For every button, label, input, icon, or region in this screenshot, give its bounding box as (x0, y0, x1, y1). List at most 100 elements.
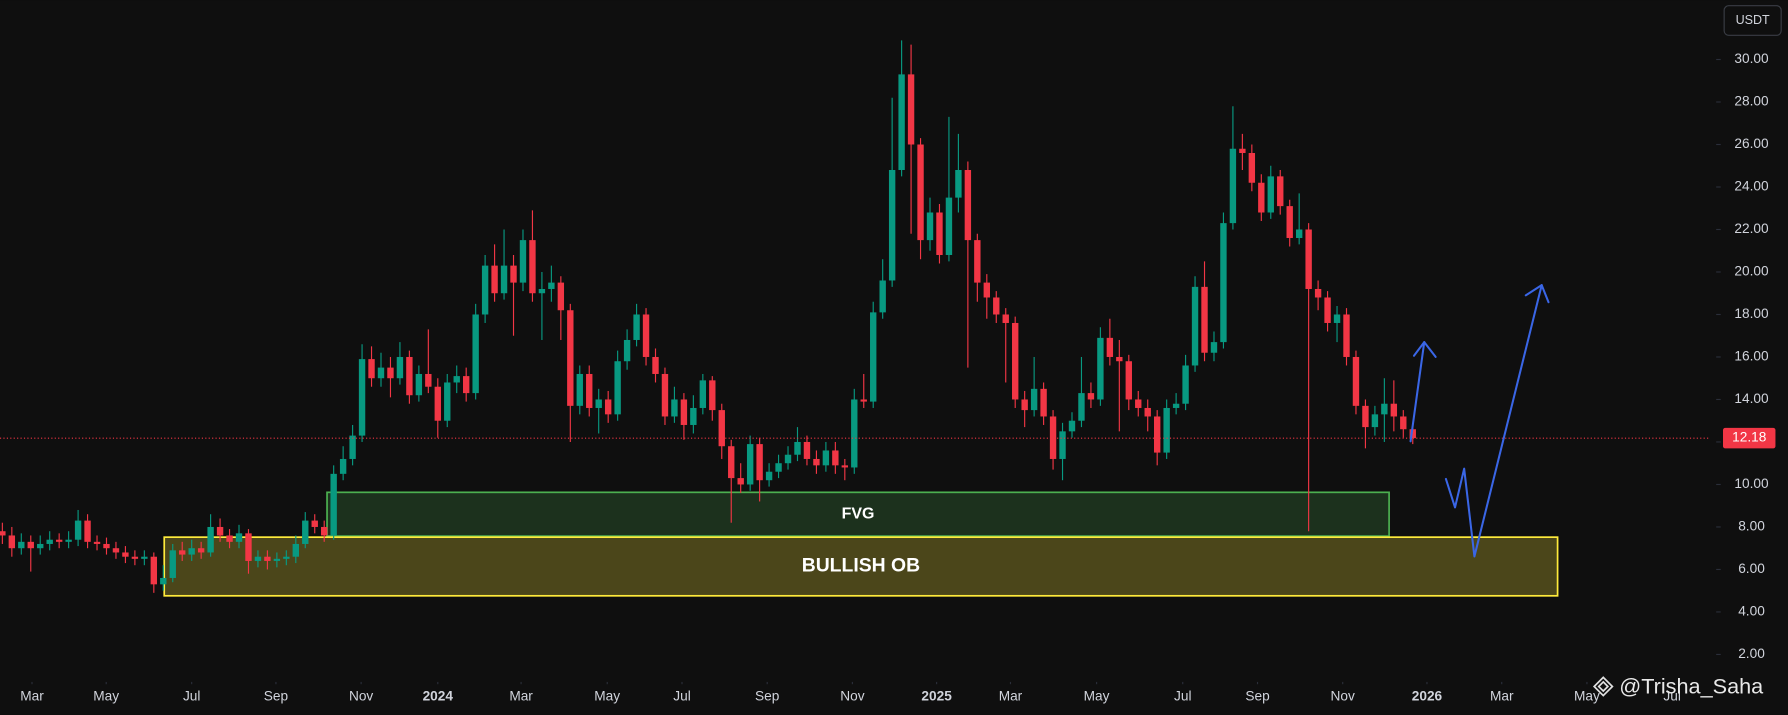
candle-body (330, 473, 337, 536)
watermark-text: @Trisha_Saha (1619, 673, 1764, 698)
candle-body (254, 556, 262, 561)
candle-body (1049, 416, 1057, 459)
candle-body (557, 282, 565, 311)
candle-body (888, 169, 896, 281)
candle-body (870, 312, 877, 402)
candle-body (604, 399, 612, 415)
candle-body (415, 373, 423, 396)
y-tick-label: 28.00 (1734, 94, 1769, 109)
candle-body (680, 399, 688, 425)
candle-body (936, 212, 943, 255)
y-tick-label: 30.00 (1734, 51, 1769, 66)
candle-body (406, 356, 413, 396)
button-frame[interactable] (1723, 5, 1782, 36)
candle-body (822, 450, 830, 466)
candle-body (1305, 229, 1312, 289)
y-tick-label: 8.00 (1738, 519, 1765, 534)
arrow-line (1444, 284, 1543, 558)
candle-body (434, 386, 441, 421)
candle-body (1097, 337, 1104, 400)
candle-body (1248, 152, 1256, 183)
candle-body (661, 373, 669, 417)
candle-body (472, 314, 479, 394)
candle-body (1078, 393, 1085, 421)
candle-body (784, 454, 792, 464)
candle-body (1258, 182, 1265, 213)
x-tick-label: Jul (673, 688, 690, 703)
candle-body (462, 376, 470, 394)
candle-body (1106, 337, 1114, 357)
candle-body (1381, 403, 1388, 415)
candle-body (510, 265, 517, 283)
y-tick-label: 16.00 (1734, 349, 1769, 364)
candle-body (1229, 148, 1237, 224)
x-tick-label: May (93, 688, 119, 703)
candle-body (311, 520, 318, 527)
candle-body (955, 169, 962, 198)
candle-body (898, 74, 905, 170)
candle-body (709, 380, 716, 411)
currency-button[interactable]: USDT (1723, 5, 1782, 36)
x-tick-label: Sep (1245, 688, 1270, 703)
candle-body (1324, 297, 1331, 323)
candle-body (699, 380, 707, 408)
candle-body (614, 361, 621, 415)
y-tick-label: 10.00 (1734, 476, 1769, 491)
candle-body (245, 533, 252, 561)
candle-body (1390, 403, 1398, 417)
candle-body (756, 444, 763, 481)
x-tick-label: Nov (840, 688, 864, 703)
candle-body (548, 282, 555, 289)
axes: 2.004.006.008.0010.0012.0014.0016.0018.0… (0, 51, 1776, 703)
candle-body (74, 520, 82, 540)
candle-body (179, 550, 186, 555)
candle-body (1295, 229, 1303, 238)
candle-body (879, 280, 886, 313)
candle-body (671, 399, 678, 417)
candle-body (387, 367, 394, 379)
candle-body (55, 539, 63, 542)
candle-body (794, 441, 801, 455)
candle-body (37, 543, 44, 549)
candle-body (595, 399, 602, 408)
candle-body (321, 526, 328, 536)
candle-body (27, 541, 34, 549)
x-tick-label: 2026 (1412, 688, 1443, 703)
x-tick-label: May (1084, 688, 1110, 703)
candle-body (1040, 388, 1047, 417)
candle-body (907, 74, 915, 145)
candle-body (1021, 399, 1028, 411)
candle-body (964, 169, 972, 241)
candle-body (18, 541, 25, 549)
candle-body (8, 535, 16, 549)
candle-body (974, 240, 981, 283)
x-tick-label: May (1574, 688, 1600, 703)
candle-body (1201, 286, 1208, 353)
candle-body (1002, 314, 1009, 323)
candle-body (273, 558, 281, 561)
candle-body (216, 526, 224, 536)
candle-body (728, 446, 735, 479)
y-tick-label: 18.00 (1734, 306, 1769, 321)
candle-body (1059, 431, 1066, 459)
candle-body (122, 552, 129, 557)
candle-body (775, 463, 782, 472)
candle-body (841, 465, 849, 468)
candle-body (1125, 361, 1132, 400)
currency-label[interactable]: USDT (1736, 13, 1770, 27)
drawn-arrows (1409, 284, 1550, 558)
x-tick-label: Mar (20, 688, 44, 703)
candle-body (226, 535, 233, 542)
y-tick-label: 24.00 (1734, 179, 1769, 194)
candle-body (1239, 148, 1246, 153)
x-tick-label: 2025 (921, 688, 952, 703)
candle-body (150, 556, 158, 585)
candle-body (945, 197, 953, 255)
candle-body (1220, 223, 1227, 343)
candle-body (1116, 356, 1123, 362)
candles (0, 40, 1416, 593)
candle-body (1030, 388, 1038, 411)
